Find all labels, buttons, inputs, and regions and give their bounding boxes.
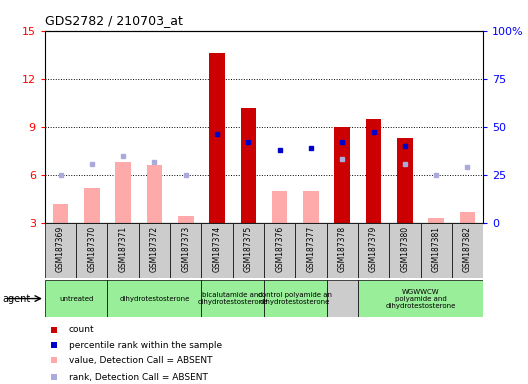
Bar (366, 119, 381, 223)
Bar (428, 218, 444, 223)
Bar (108, 223, 139, 278)
Text: GSM187379: GSM187379 (369, 225, 378, 272)
Bar (76, 223, 108, 278)
Bar (241, 108, 256, 223)
Bar (53, 204, 68, 223)
Bar (358, 280, 483, 317)
Bar (272, 191, 287, 223)
Text: GDS2782 / 210703_at: GDS2782 / 210703_at (45, 14, 183, 27)
Bar (389, 223, 420, 278)
Bar (334, 127, 350, 223)
Bar (108, 280, 201, 317)
Bar (303, 191, 319, 223)
Text: GSM187380: GSM187380 (400, 225, 409, 271)
Bar (397, 138, 413, 223)
Text: GSM187370: GSM187370 (87, 225, 96, 272)
Text: GSM187374: GSM187374 (213, 225, 222, 272)
Text: agent: agent (3, 293, 31, 304)
Bar (201, 223, 233, 278)
Bar (460, 212, 475, 223)
Text: control polyamide an
dihydrotestosterone: control polyamide an dihydrotestosterone (258, 292, 332, 305)
Text: GSM187375: GSM187375 (244, 225, 253, 272)
Bar (264, 280, 327, 317)
Text: GSM187381: GSM187381 (432, 225, 441, 271)
Text: GSM187378: GSM187378 (338, 225, 347, 271)
Bar (115, 162, 131, 223)
Text: GSM187372: GSM187372 (150, 225, 159, 271)
Bar (170, 223, 201, 278)
Bar (295, 223, 327, 278)
Text: GSM187371: GSM187371 (119, 225, 128, 271)
Bar (452, 223, 483, 278)
Text: dihydrotestosterone: dihydrotestosterone (119, 296, 190, 301)
Text: GSM187373: GSM187373 (181, 225, 190, 272)
Bar (209, 53, 225, 223)
Bar (420, 223, 452, 278)
Bar (139, 223, 170, 278)
Bar (147, 165, 162, 223)
Text: bicalutamide and
dihydrotestosterone: bicalutamide and dihydrotestosterone (197, 292, 268, 305)
Bar (233, 223, 264, 278)
Bar (327, 223, 358, 278)
Bar (272, 194, 287, 223)
Text: rank, Detection Call = ABSENT: rank, Detection Call = ABSENT (69, 372, 208, 382)
Bar (201, 280, 264, 317)
Bar (45, 280, 108, 317)
Text: GSM187376: GSM187376 (275, 225, 284, 272)
Bar (327, 280, 358, 317)
Text: untreated: untreated (59, 296, 93, 301)
Text: value, Detection Call = ABSENT: value, Detection Call = ABSENT (69, 356, 212, 365)
Bar (45, 223, 76, 278)
Bar (358, 223, 389, 278)
Bar (178, 216, 194, 223)
Text: percentile rank within the sample: percentile rank within the sample (69, 341, 222, 350)
Text: WGWWCW
polyamide and
dihydrotestosterone: WGWWCW polyamide and dihydrotestosterone (385, 288, 456, 309)
Text: GSM187369: GSM187369 (56, 225, 65, 272)
Text: GSM187377: GSM187377 (306, 225, 315, 272)
Text: GSM187382: GSM187382 (463, 225, 472, 271)
Bar (84, 187, 100, 223)
Bar (264, 223, 295, 278)
Text: count: count (69, 325, 95, 334)
